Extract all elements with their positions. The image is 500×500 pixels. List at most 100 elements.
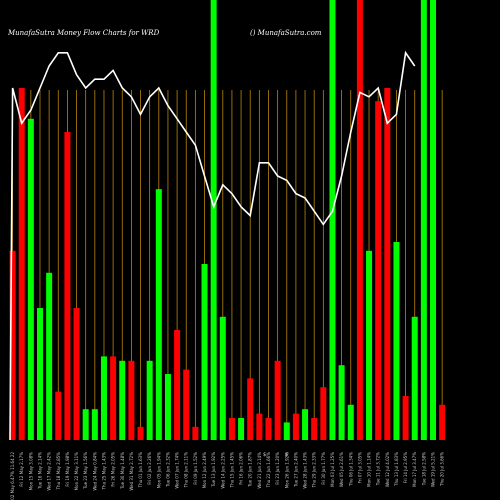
x-tick-label: Mon 10 Jul 1.14%: [367, 452, 372, 487]
x-tick-label: Fri 19 May 1.98%: [65, 452, 70, 487]
x-tick-label: Mon 03 Jul 1.25%: [330, 452, 335, 487]
bar: [110, 356, 117, 440]
bar: [137, 426, 144, 440]
x-tick-label: Wed 24 May 0.84%: [92, 452, 97, 491]
bar: [64, 132, 71, 440]
x-symbol: $: [263, 452, 266, 458]
bar: [119, 360, 126, 440]
x-tick-label: Thu 29 Jun 2.33%: [312, 452, 317, 489]
bar: [228, 418, 235, 440]
x-tick-label: Fri 09 Jun 1.52%: [193, 452, 198, 485]
bar: [100, 356, 107, 440]
bar: [36, 308, 43, 440]
x-tick-label: Wed 28 Jun 1.43%: [303, 452, 308, 489]
bar: [238, 418, 245, 440]
bar: [91, 409, 98, 440]
bar: [302, 409, 309, 440]
bar: [384, 88, 391, 440]
x-tick-label: Fri 12 May 2.17%: [19, 452, 24, 487]
x-tick-label: Wed 17 May 2.42%: [47, 452, 52, 491]
bar: [402, 396, 409, 440]
x-tick-label: Fri 16 Jun 2.06%: [239, 452, 244, 485]
bar: [329, 0, 336, 440]
bar: [356, 0, 363, 440]
x-axis-labels: Fri 02 May 6.47% 11.64 22 Fri 12 May 2.17…: [10, 452, 445, 500]
bar: [311, 418, 318, 440]
x-tick-label: Thu 01 Jun 1.63%: [138, 452, 143, 489]
bar-series: [9, 0, 446, 441]
money-flow-line: [9, 50, 416, 441]
bar: [247, 378, 254, 440]
x-tick-label: Tue 30 May 1.48%: [120, 452, 125, 490]
x-tick-label: Fri 14 Jul 2.95%: [403, 452, 408, 483]
x-tick-label: Thu 13 Jul 1.83%: [394, 452, 399, 487]
bar: [146, 360, 153, 440]
x-tick-label: Mon 22 May 3.11%: [74, 452, 79, 491]
bar: [430, 0, 437, 440]
x-tick-label: Tue 06 Jun 2.32%: [165, 452, 170, 488]
x-tick-label: Thu 20 Jul 3.66%: [440, 452, 445, 487]
bar: [411, 316, 418, 440]
bar: [292, 413, 299, 440]
bar: [55, 391, 62, 440]
bar: [320, 387, 327, 440]
x-tick-label: Mon 05 Jun 1.94%: [156, 452, 161, 488]
x-tick-label: Thu 25 May 1.43%: [101, 452, 106, 491]
bar: [338, 365, 345, 440]
x-tick-label: Mon 12 Jun 2.49%: [202, 452, 207, 488]
x-axis-symbols: $ $: [263, 452, 288, 458]
x-tick-label: Fri 30 Jun 1.77%: [321, 452, 326, 485]
bar: [155, 189, 162, 440]
bar: [9, 250, 16, 440]
bar: [46, 272, 53, 440]
x-tick-label: Thu 08 Jun 2.11%: [184, 452, 189, 489]
x-tick-label: Fri 23 Jun 1.20%: [275, 452, 280, 485]
x-tick-label: Tue 16 May 2.14%: [37, 452, 42, 490]
bar: [393, 242, 400, 440]
x-tick-label: Mon 17 Jul 3.47%: [412, 452, 417, 487]
x-tick-label: Fri 02 Jun 2.26%: [147, 452, 152, 485]
x-tick-label: Wed 21 Jun 2.14%: [257, 452, 262, 489]
x-tick-label: Wed 31 May 2.72%: [129, 452, 134, 491]
x-tick-label: Tue 18 Jul 2.58%: [421, 452, 426, 486]
bar: [265, 418, 272, 440]
bar: [366, 250, 373, 440]
x-tick-label: Wed 19 Jul 5.21%: [431, 452, 436, 487]
bar: [210, 0, 217, 440]
x-tick-label: Thu 22 Jun 1.66%: [266, 452, 271, 489]
bar: [219, 316, 226, 440]
x-tick-label: Tue 20 Jun 1.87%: [248, 452, 253, 488]
x-tick-label: Thu 06 Jul 1.34%: [348, 452, 353, 487]
bar: [164, 374, 171, 440]
bar: [192, 426, 199, 440]
bar: [82, 409, 89, 440]
x-tick-label: Tue 11 Jul 3.72%: [376, 452, 381, 486]
bar: [375, 101, 382, 440]
site-credit: () MunafaSutra.com: [250, 29, 322, 37]
x-tick-label: Tue 13 Jun 1.92%: [211, 452, 216, 488]
x-tick-label: Wed 07 Jun 1.74%: [175, 452, 180, 489]
bar: [274, 360, 281, 440]
bar: [201, 264, 208, 440]
chart-title: MunafaSutra Money Flow Charts for WRD: [7, 29, 160, 37]
x-tick-label: Tue 23 May 1.56%: [83, 452, 88, 490]
x-tick-label: Wed 05 Jul 2.61%: [339, 452, 344, 487]
x-tick-label: Mon 15 May 3.08%: [28, 452, 33, 491]
x-tick-label: Thu 18 May 2.85%: [56, 452, 61, 491]
x-tick-label: Wed 14 Jun 2.25%: [220, 452, 225, 489]
bar: [73, 308, 80, 440]
bar: [183, 369, 190, 440]
bar: [27, 118, 34, 441]
x-tick-label: Tue 27 Jun 2.40%: [293, 452, 298, 488]
bar: [256, 413, 263, 440]
bar: [420, 0, 427, 440]
x-tick-label: Fri 07 Jul 3.05%: [357, 452, 362, 483]
x-tick-label: Wed 12 Jul 4.02%: [385, 452, 390, 487]
bar: [347, 404, 354, 440]
bar: [283, 422, 290, 440]
x-tick-label: Fri 02 May 6.47% 11.64 22: [10, 452, 15, 500]
bar: [439, 404, 446, 440]
x-tick-label: Mon 26 Jun 1.92%: [284, 452, 289, 488]
